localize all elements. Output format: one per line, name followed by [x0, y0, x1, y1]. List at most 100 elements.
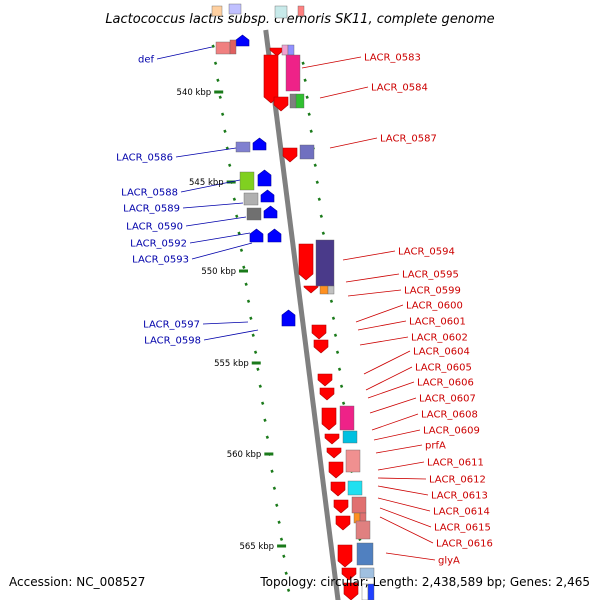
tick-mark [277, 520, 281, 524]
gene-label: LACR_0611 [427, 458, 484, 469]
feature-block [315, 239, 335, 287]
reverse-gene-arrow [281, 309, 296, 327]
feature-block [246, 207, 262, 221]
gene-label: LACR_0593 [132, 255, 189, 266]
kbp-label: 560 kbp [227, 450, 262, 460]
forward-gene-arrow [330, 481, 346, 497]
feature-block [211, 5, 223, 17]
feature-block [339, 405, 355, 431]
tick-mark [242, 265, 246, 269]
reverse-gene-arrow [249, 228, 264, 243]
feature-block [243, 192, 259, 206]
tick-mark [272, 486, 277, 490]
label-leader [182, 202, 244, 209]
gene-label: LACR_0607 [419, 394, 476, 405]
gene-labels: 540 kbp 545 kbp 550 kbp 555 kbp 560 kbp 565 k… [116, 53, 493, 567]
forward-gene-arrow [319, 387, 335, 401]
gene-label: LACR_0583 [364, 53, 421, 64]
gene-label: LACR_0613 [431, 491, 488, 502]
label-leader [363, 350, 411, 375]
reverse-gene-arrow [263, 205, 278, 219]
tick-mark [237, 231, 241, 235]
reverse-gene-arrow [267, 228, 282, 243]
label-leader [185, 216, 247, 227]
tick-mark [270, 469, 274, 473]
gene-label: LACR_0606 [417, 378, 474, 389]
forward-gene-arrow [313, 339, 329, 354]
label-leader [175, 147, 237, 158]
feature-block [235, 141, 251, 153]
label-leader [301, 56, 362, 69]
feature-track [211, 3, 375, 600]
gene-label: prfA [425, 441, 446, 452]
forward-gene-arrow [337, 544, 353, 568]
label-leader [319, 86, 369, 99]
tick-mark [315, 180, 319, 184]
gene-label: LACR_0589 [123, 204, 180, 215]
feature-block [274, 5, 288, 19]
forward-gene-arrow [282, 147, 298, 163]
label-leader [371, 413, 419, 431]
tick-mark [339, 384, 344, 388]
feature-block [351, 496, 367, 514]
accession-text: Accession: NC_008527 [9, 575, 146, 589]
tick-mark [321, 231, 326, 235]
feature-block [228, 3, 242, 15]
gene-label: LACR_0600 [406, 301, 463, 312]
gene-label: glyA [438, 556, 460, 567]
gene-label: LACR_0601 [409, 317, 466, 328]
kbp-label: 540 kbp [177, 88, 212, 98]
label-leader [369, 397, 417, 414]
tick-mark [251, 333, 255, 337]
tick-mark [313, 163, 317, 167]
tick-mark [239, 248, 244, 252]
backbone-line [263, 29, 341, 600]
tick-mark [331, 316, 336, 320]
tick-mark [284, 571, 288, 575]
gene-label: LACR_0598 [144, 336, 201, 347]
label-leader [357, 320, 407, 331]
label-leader [355, 304, 404, 323]
tick-mark [244, 282, 248, 286]
tick-mark [329, 299, 334, 303]
forward-gene-arrow [324, 433, 340, 445]
tick-mark [309, 129, 313, 133]
feature-block [367, 583, 375, 600]
map-title: Lactococcus lactis subsp. cremoris SK11,… [105, 12, 494, 27]
feature-block [215, 41, 231, 55]
gene-label: LACR_0608 [421, 410, 478, 421]
forward-gene-arrow [317, 373, 333, 387]
forward-gene-arrow [298, 243, 314, 281]
label-leader [156, 46, 213, 60]
tick-mark [249, 316, 253, 320]
gene-label: LACR_0605 [415, 363, 472, 374]
forward-gene-arrow [328, 461, 344, 479]
feature-block [229, 39, 237, 55]
feature-block [285, 54, 301, 92]
tick-mark [319, 214, 323, 218]
kbp-label: 565 kbp [239, 542, 274, 552]
forward-gene-arrow [333, 499, 349, 514]
feature-block [281, 44, 289, 56]
label-leader [347, 289, 402, 297]
tick-mark [216, 78, 220, 82]
tick-mark [317, 197, 321, 201]
reverse-gene-arrow [260, 189, 275, 203]
gene-label: LACR_0597 [143, 320, 200, 331]
gene-label: LACR_0602 [411, 333, 468, 344]
label-leader [202, 321, 249, 325]
forward-gene-arrow [335, 515, 351, 531]
feature-block [319, 285, 329, 295]
tick-mark [246, 299, 251, 303]
feature-block [239, 171, 255, 191]
feature-block [289, 93, 297, 109]
tick-mark [232, 197, 237, 201]
feature-block [356, 542, 374, 566]
gene-label: LACR_0586 [116, 153, 173, 164]
label-leader [375, 444, 423, 454]
tick-mark [333, 333, 338, 337]
gene-label: LACR_0595 [402, 270, 459, 281]
gene-label: LACR_0588 [121, 188, 178, 199]
tick-mark [275, 503, 279, 507]
